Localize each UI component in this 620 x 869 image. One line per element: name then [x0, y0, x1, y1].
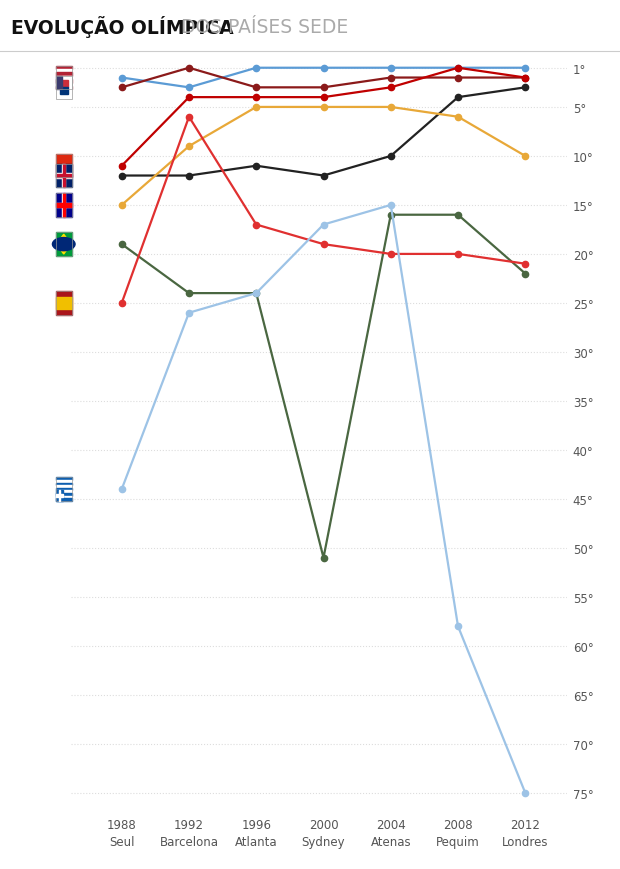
Bar	[56, 494, 63, 497]
Bar	[60, 81, 68, 89]
Bar	[63, 194, 64, 217]
Bar	[56, 478, 72, 481]
Bar	[56, 494, 72, 496]
Bar	[63, 164, 64, 188]
Bar	[56, 194, 72, 217]
Bar	[56, 233, 72, 256]
Bar	[56, 478, 72, 501]
Bar	[56, 298, 72, 309]
Bar	[56, 499, 72, 501]
Text: DOS PAÍSES SEDE: DOS PAÍSES SEDE	[175, 17, 348, 36]
Bar	[56, 194, 72, 217]
Polygon shape	[56, 235, 71, 255]
Bar	[56, 491, 72, 494]
Bar	[56, 168, 61, 176]
Bar	[59, 491, 60, 501]
Bar	[56, 67, 72, 90]
Bar	[63, 164, 65, 188]
Bar	[56, 488, 72, 491]
Bar	[56, 233, 72, 256]
Bar	[56, 76, 72, 80]
Bar	[56, 73, 72, 76]
Bar	[56, 292, 72, 315]
Bar	[56, 164, 72, 188]
Bar	[56, 76, 72, 100]
Bar	[56, 67, 72, 70]
Bar	[56, 155, 72, 178]
Bar	[56, 155, 72, 178]
Bar	[56, 80, 72, 83]
Bar	[56, 174, 72, 179]
Circle shape	[53, 238, 75, 251]
Text: EVOLUÇÃO OLÍMPICA: EVOLUÇÃO OLÍMPICA	[11, 17, 234, 38]
Bar	[56, 87, 72, 90]
Bar	[56, 83, 72, 87]
Bar	[56, 496, 72, 499]
Bar	[56, 292, 72, 315]
Bar	[56, 70, 72, 73]
Bar	[63, 194, 65, 217]
Bar	[56, 204, 72, 208]
Bar	[56, 491, 63, 501]
Bar	[56, 203, 72, 208]
Bar	[56, 486, 72, 488]
Bar	[56, 164, 72, 188]
Bar	[56, 481, 72, 483]
Bar	[56, 175, 72, 178]
Bar	[56, 483, 72, 486]
Bar	[56, 76, 72, 100]
Bar	[56, 76, 63, 90]
Bar	[60, 89, 68, 96]
